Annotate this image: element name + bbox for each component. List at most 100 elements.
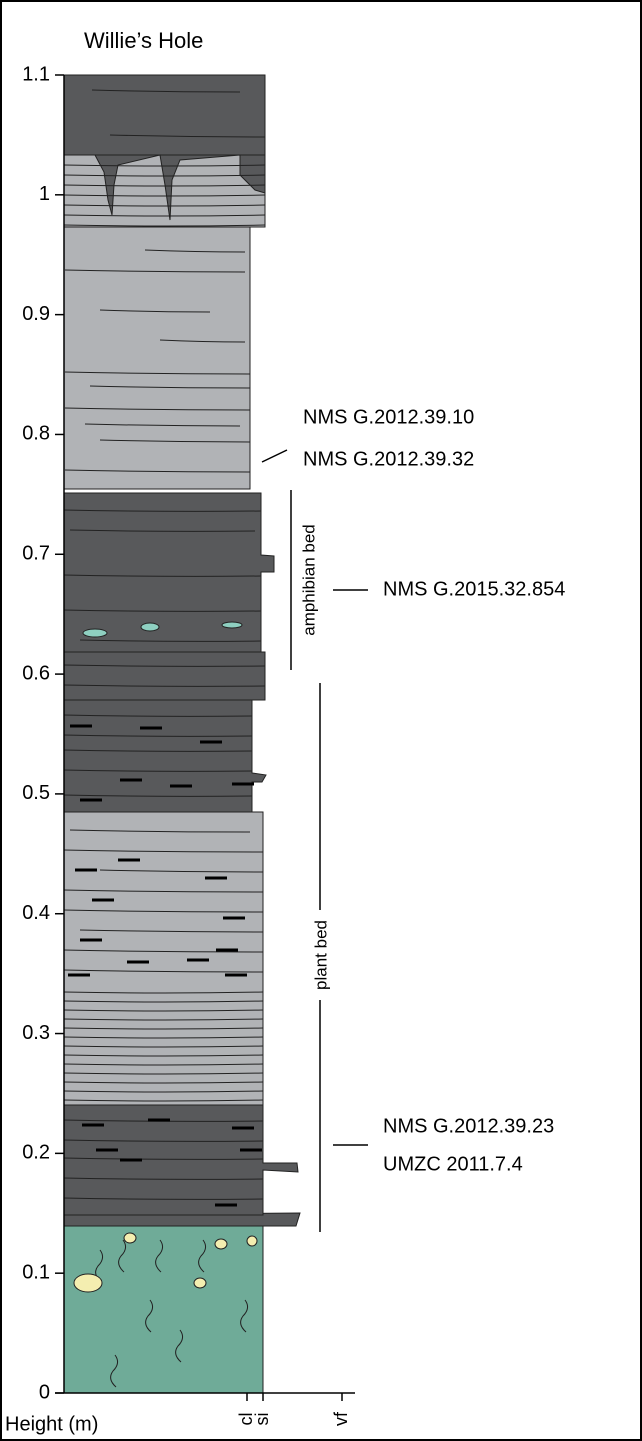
lamina bbox=[63, 214, 266, 217]
tick-label: 0.5 bbox=[22, 782, 50, 804]
lamina bbox=[63, 174, 266, 177]
lamina bbox=[63, 714, 253, 717]
root bbox=[240, 1299, 249, 1333]
dark-layer bbox=[63, 699, 267, 813]
specimen-label: UMZC 2011.7.4 bbox=[383, 1153, 523, 1175]
lamina bbox=[63, 734, 253, 737]
root bbox=[118, 1239, 127, 1273]
title: Willie’s Hole bbox=[84, 28, 203, 53]
nodule bbox=[140, 622, 160, 632]
lamina bbox=[89, 385, 251, 389]
lamina bbox=[63, 909, 264, 913]
tick-label: 1 bbox=[39, 183, 50, 205]
lamina bbox=[69, 529, 256, 532]
lamina bbox=[79, 639, 262, 642]
nodule bbox=[246, 1235, 258, 1247]
lamina bbox=[63, 1036, 264, 1039]
bed-label: plant bed bbox=[311, 920, 330, 990]
lamina bbox=[63, 204, 266, 207]
lamina bbox=[91, 89, 241, 93]
lamina bbox=[63, 889, 264, 893]
column bbox=[63, 74, 301, 1394]
lamina bbox=[63, 1157, 264, 1160]
lamina bbox=[79, 929, 264, 933]
grain-label: vf bbox=[331, 1411, 351, 1426]
tick-label: 1.1 bbox=[22, 63, 50, 85]
lamina bbox=[63, 1000, 264, 1003]
lamina bbox=[63, 1099, 264, 1102]
nodule bbox=[221, 621, 243, 629]
lamina bbox=[63, 749, 253, 752]
lamina bbox=[63, 1072, 264, 1075]
lamina bbox=[64, 407, 251, 411]
bed-label: amphibian bed bbox=[299, 524, 318, 636]
lamina bbox=[63, 1081, 264, 1084]
root bbox=[198, 1239, 207, 1273]
nodule bbox=[73, 1273, 103, 1293]
lamina bbox=[63, 849, 264, 853]
lamina bbox=[99, 439, 251, 443]
lamina bbox=[63, 1027, 264, 1030]
root bbox=[155, 1239, 164, 1273]
tick-label: 0.2 bbox=[22, 1142, 50, 1164]
lamina bbox=[64, 469, 251, 473]
lamina bbox=[63, 1018, 264, 1021]
lamina bbox=[63, 1197, 264, 1200]
lamina bbox=[63, 164, 266, 167]
nodule bbox=[214, 1238, 228, 1250]
lamina bbox=[63, 969, 264, 973]
specimen-label: NMS G.2012.39.10 bbox=[303, 406, 474, 428]
lamina bbox=[63, 991, 264, 994]
cracks bbox=[94, 154, 266, 221]
lamina bbox=[63, 194, 266, 197]
root bbox=[175, 1329, 184, 1363]
lamina bbox=[63, 794, 253, 797]
dark-layer bbox=[63, 651, 266, 701]
tick-label: 0.8 bbox=[22, 423, 50, 445]
dark-layer bbox=[63, 1104, 299, 1216]
lamina bbox=[63, 184, 266, 187]
tick-label: 0.4 bbox=[22, 902, 50, 924]
root bbox=[110, 1354, 119, 1388]
nodule bbox=[193, 1277, 207, 1289]
lamina bbox=[63, 769, 253, 772]
specimen-label: NMS G.2015.32.854 bbox=[383, 578, 565, 600]
light-layer bbox=[63, 226, 251, 490]
grain-label: cl bbox=[236, 1413, 256, 1426]
laminae bbox=[63, 89, 266, 1388]
lamina bbox=[63, 224, 266, 227]
axis-label: Height (m) bbox=[5, 1413, 98, 1435]
lamina bbox=[64, 269, 246, 273]
lamina bbox=[99, 309, 211, 313]
nodule bbox=[82, 628, 108, 638]
lamina bbox=[64, 371, 251, 375]
lamina bbox=[63, 949, 264, 953]
lamina bbox=[69, 829, 251, 833]
leader bbox=[261, 449, 288, 463]
lamina bbox=[63, 574, 262, 577]
lamina bbox=[84, 423, 241, 427]
lamina bbox=[63, 684, 266, 687]
root bbox=[145, 1299, 154, 1333]
lamina bbox=[63, 1063, 264, 1066]
lamina bbox=[159, 339, 246, 343]
lamina bbox=[63, 609, 262, 612]
specimen-label: NMS G.2012.39.23 bbox=[383, 1115, 554, 1137]
lamina bbox=[63, 509, 262, 512]
tick-label: 0.1 bbox=[22, 1261, 50, 1283]
tick-label: 0.6 bbox=[22, 662, 50, 684]
lamina bbox=[109, 134, 266, 138]
light-layer bbox=[63, 811, 264, 1106]
lamina bbox=[63, 664, 266, 667]
lamina bbox=[63, 1139, 264, 1142]
lamina bbox=[63, 1045, 264, 1048]
grain-label: si bbox=[252, 1413, 272, 1426]
y-ticks: 0 0.1 0.2 0.3 0.4 0.5 0.6 0.7 0.8 0.9 1 1.1 bbox=[22, 63, 64, 1403]
dark-layer bbox=[63, 492, 275, 653]
lamina bbox=[63, 1009, 264, 1012]
